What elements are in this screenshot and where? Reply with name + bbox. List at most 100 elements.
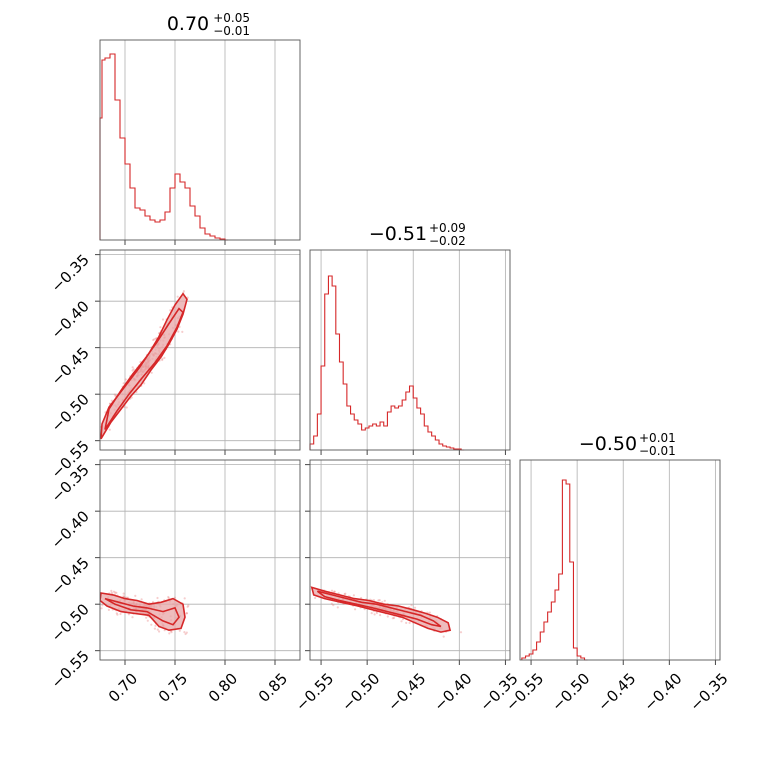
- p21-plot-area: [310, 586, 463, 638]
- p00-histogram-step: [99, 53, 228, 241]
- panel-p22: −0.50 +0.01−0.01−0.55 −0.50 −0.45 −0.40 −0.35: [502, 431, 732, 715]
- p21-xtick-label: −0.55: [292, 670, 337, 715]
- p21-frame: [309, 459, 511, 661]
- p20-sample-point: [131, 616, 134, 619]
- p20-sample-point: [146, 619, 149, 622]
- p21-sample-point: [410, 604, 413, 607]
- p20-sample-point: [140, 598, 143, 601]
- p22-title-minus: −0.01: [639, 444, 676, 458]
- p21-sample-point: [354, 608, 357, 611]
- p22-xtick-label: −0.50: [548, 670, 593, 715]
- p20-sample-point: [127, 613, 130, 616]
- p21-sample-point: [372, 599, 375, 602]
- p21-sample-point: [344, 592, 347, 595]
- p21-sample-point: [413, 606, 417, 609]
- p21-sample-point: [392, 616, 396, 620]
- panel-p10: −0.35−0.40−0.45−0.50−0.55: [48, 249, 301, 482]
- p10-contour-inner: [104, 307, 184, 430]
- p20-sample-point: [119, 612, 122, 616]
- p20-ytick-label: −0.55: [48, 647, 93, 692]
- p21-sample-point: [428, 611, 431, 614]
- p22-histogram-step: [521, 479, 588, 661]
- p10-sample-point: [122, 382, 125, 385]
- p20-sample-point: [154, 624, 157, 627]
- p10-sample-point: [169, 309, 172, 312]
- p22-title-value: −0.50: [579, 433, 637, 455]
- p20-sample-point: [183, 597, 186, 600]
- p00-frame: [99, 39, 301, 241]
- p21-sample-point: [336, 606, 339, 609]
- p20-sample-point: [168, 632, 171, 635]
- p20-sample-point: [122, 595, 125, 598]
- p21-sample-point: [333, 590, 336, 593]
- p21-sample-point: [383, 599, 386, 602]
- p10-sample-point: [153, 338, 156, 341]
- panel-p20: −0.35−0.40−0.45−0.50−0.55 0.70 0.75 0.80 0.8…: [48, 459, 301, 706]
- p21-sample-point: [442, 635, 445, 638]
- p20-sample-point: [122, 592, 125, 595]
- p20-sample-point: [134, 594, 137, 598]
- panel-p00: 0.70 +0.05−0.01: [99, 11, 301, 245]
- p20-sample-point: [116, 613, 119, 616]
- p20-sample-point: [101, 604, 104, 607]
- p10-sample-point: [125, 406, 128, 409]
- p10-ytick-label: −0.35: [48, 251, 93, 296]
- p11-title-plus: +0.09: [429, 221, 466, 235]
- p10-plot-area: [100, 290, 189, 440]
- p20-sample-point: [100, 607, 103, 610]
- p22-xtick-label: −0.45: [594, 670, 639, 715]
- p20-sample-point: [156, 628, 159, 631]
- p21-sample-point: [400, 620, 403, 623]
- p10-sample-point: [161, 358, 164, 362]
- p10-ytick-label: −0.50: [48, 390, 93, 435]
- p20-sample-point: [167, 595, 170, 599]
- p22-xtick-label: −0.35: [686, 670, 731, 715]
- p11-title-value: −0.51: [369, 223, 427, 245]
- p20-sample-point: [185, 612, 188, 615]
- p00-title-value: 0.70: [167, 13, 209, 35]
- p20-sample-point: [115, 591, 118, 595]
- p10-frame: [99, 249, 301, 451]
- panel-p11: −0.51 +0.09−0.02: [309, 221, 511, 455]
- p21-sample-point: [379, 614, 382, 617]
- p10-sample-point: [124, 378, 127, 381]
- p10-sample-point: [108, 428, 111, 431]
- p20-sample-point: [150, 623, 153, 626]
- p20-sample-point: [183, 631, 186, 634]
- p10-sample-point: [161, 318, 165, 321]
- p20-sample-point: [110, 589, 113, 593]
- p21-sample-point: [373, 613, 376, 616]
- p20-sample-point: [170, 631, 173, 634]
- p20-sample-point: [187, 604, 190, 607]
- p20-sample-point: [186, 605, 189, 608]
- p20-sample-point: [151, 601, 155, 604]
- p21-sample-point: [459, 631, 463, 634]
- p20-sample-point: [158, 630, 161, 633]
- p20-sample-point: [107, 608, 110, 612]
- p10-sample-point: [182, 290, 185, 293]
- p20-sample-point: [96, 587, 98, 589]
- p20-sample-point: [122, 595, 126, 598]
- p20-sample-point: [114, 591, 117, 594]
- p10-sample-point: [163, 356, 166, 359]
- p10-sample-point: [152, 338, 155, 342]
- p21-sample-point: [343, 593, 346, 596]
- p20-xtick-label: 0.75: [155, 670, 191, 706]
- p21-sample-point: [332, 604, 335, 607]
- p20-sample-point: [178, 629, 181, 632]
- p20-sample-point: [115, 612, 118, 615]
- p21-sample-point: [381, 601, 384, 604]
- p00-title-minus: −0.01: [213, 24, 250, 38]
- p21-sample-point: [330, 602, 333, 605]
- p21-xtick-label: −0.50: [338, 670, 383, 715]
- p10-contour-outer: [100, 292, 188, 440]
- p20-xtick-label: 0.85: [255, 670, 291, 706]
- p10-ytick-label: −0.40: [48, 297, 93, 342]
- p20-ytick-label: −0.50: [48, 600, 93, 645]
- p21-sample-point: [405, 621, 408, 625]
- p20-sample-point: [153, 627, 156, 630]
- p20-xtick-label: 0.80: [205, 670, 241, 706]
- p10-sample-point: [150, 371, 153, 374]
- p21-sample-point: [314, 596, 317, 600]
- p21-sample-point: [391, 617, 394, 620]
